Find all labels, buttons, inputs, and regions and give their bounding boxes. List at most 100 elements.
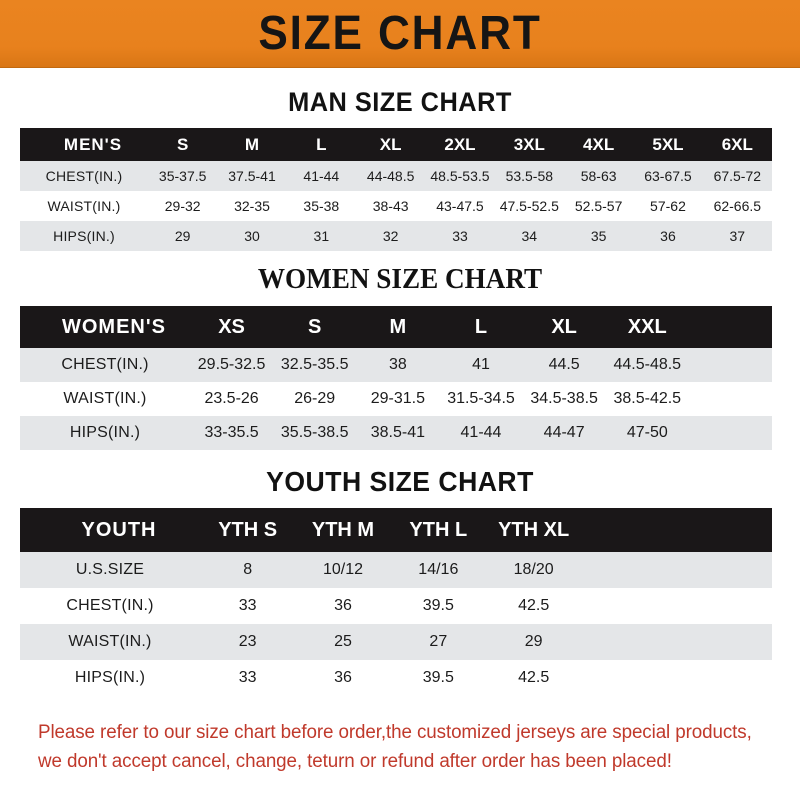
women-table-header-row: WOMEN'S XS S M L XL XXL <box>20 306 772 348</box>
men-cell-0-5: 53.5-58 <box>505 168 554 184</box>
men-cell-0-1: 37.5-41 <box>228 168 276 184</box>
women-row-label-2: HIPS(IN.) <box>69 424 141 441</box>
men-size-table: MEN'S S M L XL 2XL 3XL 4XL 5XL 6XL CHEST(IN.) 35-37… <box>20 128 772 251</box>
table-row: WAIST(IN.) 29-32 32-35 35-38 38-43 43-47.5 47.… <box>20 191 772 221</box>
women-row-label-1: WAIST(IN.) <box>63 390 147 407</box>
order-policy-notice: Please refer to our size chart before or… <box>38 718 755 777</box>
men-table-corner-label: MEN'S <box>63 134 123 154</box>
men-cell-2-5: 34 <box>521 228 538 244</box>
size-chart-banner: SIZE CHART <box>0 0 800 68</box>
men-row-label-2: HIPS(IN.) <box>53 228 115 244</box>
youth-column-header-2: YTH L <box>409 518 468 541</box>
youth-cell-1-1: 36 <box>334 597 352 614</box>
women-cell-2-2: 38.5-41 <box>370 424 425 441</box>
men-cell-0-2: 41-44 <box>303 168 340 184</box>
men-cell-2-8: 37 <box>729 228 746 244</box>
table-row: CHEST(IN.) 35-37.5 37.5-41 41-44 44-48.5 48.5… <box>20 161 772 191</box>
youth-cell-3-2: 39.5 <box>422 669 454 686</box>
women-cell-2-1: 35.5-38.5 <box>280 424 349 441</box>
youth-cell-1-4 <box>581 588 676 624</box>
youth-table-corner-label: YOUTH <box>81 518 157 541</box>
women-cell-0-0: 29.5-32.5 <box>197 356 266 373</box>
table-row: HIPS(IN.) 33-35.5 35.5-38.5 38.5-41 41-44 44-… <box>20 416 772 450</box>
women-cell-2-5: 47-50 <box>626 424 668 441</box>
table-row: U.S.SIZE 8 10/12 14/16 18/20 <box>20 552 772 588</box>
youth-size-table: YOUTH YTH S YTH M YTH L YTH XL U.S.SIZE 8 10/12… <box>20 508 772 696</box>
men-cell-0-3: 44-48.5 <box>366 168 415 184</box>
men-cell-1-6: 52.5-57 <box>574 198 623 214</box>
table-row: CHEST(IN.) 33 36 39.5 42.5 <box>20 588 772 624</box>
men-cell-1-8: 62-66.5 <box>713 198 762 214</box>
men-cell-2-2: 31 <box>313 228 330 244</box>
women-cell-1-6 <box>689 382 772 416</box>
youth-row-label-0: U.S.SIZE <box>75 561 145 578</box>
youth-column-header-5 <box>677 508 772 552</box>
youth-row-label-1: CHEST(IN.) <box>66 597 154 614</box>
youth-cell-2-2: 27 <box>429 633 448 650</box>
youth-row-label-3: HIPS(IN.) <box>74 669 146 686</box>
men-cell-2-4: 33 <box>452 228 468 244</box>
women-cell-1-4: 34.5-38.5 <box>530 390 598 407</box>
women-column-header-0: XS <box>218 315 245 338</box>
women-cell-2-6 <box>689 416 772 450</box>
women-cell-1-2: 29-31.5 <box>370 390 425 407</box>
women-column-header-6 <box>689 306 772 348</box>
men-cell-2-7: 36 <box>660 228 676 244</box>
man-section-title: MAN SIZE CHART <box>288 87 512 117</box>
youth-cell-0-0: 8 <box>243 561 253 578</box>
women-cell-1-1: 26-29 <box>294 390 336 407</box>
women-row-label-0: CHEST(IN.) <box>61 356 149 373</box>
women-cell-1-5: 38.5-42.5 <box>613 390 682 407</box>
women-table-corner-label: WOMEN'S <box>62 315 166 338</box>
table-row: WAIST(IN.) 23.5-26 26-29 29-31.5 31.5-34.5 34… <box>20 382 772 416</box>
men-column-header-7: 5XL <box>652 134 684 154</box>
notice-line-1: Please refer to our size chart before or… <box>38 722 752 743</box>
women-cell-2-3: 41-44 <box>460 424 502 441</box>
youth-cell-0-2: 14/16 <box>418 561 459 578</box>
women-cell-0-5: 44.5-48.5 <box>613 356 682 373</box>
men-column-header-5: 3XL <box>513 134 545 154</box>
youth-cell-2-4 <box>581 624 676 660</box>
youth-cell-0-1: 10/12 <box>322 561 364 578</box>
women-column-header-3: L <box>474 315 488 338</box>
youth-cell-3-3: 42.5 <box>518 669 550 686</box>
men-column-header-0: S <box>176 134 189 154</box>
notice-line-2: we don't accept cancel, change, teturn o… <box>38 751 672 773</box>
table-row: HIPS(IN.) 33 36 39.5 42.5 <box>20 660 772 696</box>
youth-cell-3-0: 33 <box>238 669 257 686</box>
youth-table-header-row: YOUTH YTH S YTH M YTH L YTH XL <box>20 508 772 552</box>
youth-column-header-0: YTH S <box>218 518 278 541</box>
men-column-header-1: M <box>244 134 260 154</box>
youth-cell-2-3: 29 <box>524 633 543 650</box>
men-cell-2-6: 35 <box>590 228 607 244</box>
women-cell-0-2: 38 <box>388 356 407 373</box>
size-chart-sheet: MAN SIZE CHART MEN'S S M L XL 2XL 3XL 4XL 5XL 6XL… <box>0 89 800 777</box>
women-cell-0-4: 44.5 <box>548 356 580 373</box>
youth-column-header-4 <box>581 508 676 552</box>
men-column-header-8: 6XL <box>721 134 753 154</box>
men-cell-0-4: 48.5-53.5 <box>430 168 490 184</box>
men-column-header-6: 4XL <box>583 134 615 154</box>
men-cell-1-7: 57-62 <box>650 198 686 214</box>
men-cell-0-0: 35-37.5 <box>158 168 207 184</box>
men-column-header-4: 2XL <box>444 134 476 154</box>
table-row: HIPS(IN.) 29 30 31 32 33 34 35 36 37 <box>20 221 772 251</box>
men-cell-1-0: 29-32 <box>164 198 201 214</box>
women-cell-0-6 <box>689 348 772 382</box>
youth-row-label-2: WAIST(IN.) <box>68 633 152 650</box>
youth-section-title: YOUTH SIZE CHART <box>266 466 534 497</box>
women-column-header-1: S <box>308 315 322 338</box>
youth-cell-2-5 <box>677 624 772 660</box>
men-cell-1-3: 38-43 <box>372 198 409 214</box>
youth-column-header-1: YTH M <box>311 518 375 541</box>
women-column-header-5: XXL <box>627 315 667 338</box>
men-cell-1-2: 35-38 <box>303 198 340 214</box>
men-cell-1-4: 43-47.5 <box>436 198 484 214</box>
men-cell-2-1: 30 <box>244 228 260 244</box>
men-table-header-row: MEN'S S M L XL 2XL 3XL 4XL 5XL 6XL <box>20 128 772 161</box>
men-cell-2-0: 29 <box>174 228 191 244</box>
youth-cell-1-3: 42.5 <box>518 597 550 614</box>
men-cell-2-3: 32 <box>382 228 399 244</box>
women-column-header-4: XL <box>551 315 577 338</box>
youth-cell-1-2: 39.5 <box>422 597 454 614</box>
